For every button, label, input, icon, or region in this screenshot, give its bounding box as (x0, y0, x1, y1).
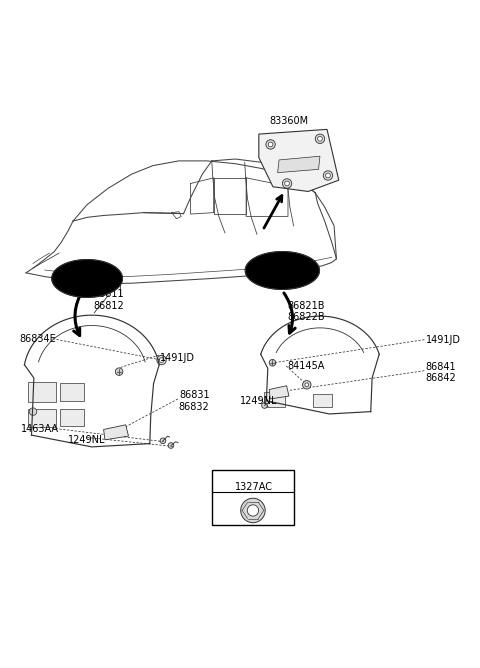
Text: 1249NL: 1249NL (68, 435, 106, 445)
Bar (212, 470, 294, 524)
Circle shape (159, 358, 164, 363)
Text: 1491JD: 1491JD (426, 335, 461, 345)
Text: 86834E: 86834E (19, 334, 56, 344)
Text: 86811
86812: 86811 86812 (93, 289, 124, 311)
Bar (60, 383, 84, 401)
Bar (60, 409, 84, 426)
Circle shape (160, 438, 166, 444)
Circle shape (262, 403, 267, 408)
Circle shape (29, 408, 37, 415)
Polygon shape (104, 425, 129, 440)
Circle shape (325, 173, 330, 178)
Text: 83360M: 83360M (270, 116, 309, 126)
Circle shape (318, 136, 323, 141)
Circle shape (115, 368, 123, 375)
Text: 1327AC: 1327AC (235, 482, 273, 492)
Circle shape (269, 359, 276, 366)
Circle shape (268, 142, 273, 147)
Circle shape (266, 140, 275, 149)
Polygon shape (277, 156, 320, 172)
Bar (313, 393, 332, 407)
Circle shape (305, 383, 309, 387)
Circle shape (302, 381, 311, 389)
Polygon shape (269, 385, 289, 399)
Text: 86841
86842: 86841 86842 (426, 362, 456, 383)
Text: 1249NL: 1249NL (240, 396, 277, 405)
Polygon shape (245, 252, 319, 289)
Text: 86821B
86822B: 86821B 86822B (287, 301, 324, 322)
Polygon shape (259, 130, 339, 192)
Circle shape (240, 498, 265, 522)
Circle shape (247, 505, 259, 516)
Circle shape (315, 134, 324, 144)
Text: 84145A: 84145A (287, 361, 324, 371)
Circle shape (285, 181, 289, 186)
Polygon shape (52, 260, 122, 297)
Circle shape (323, 171, 333, 180)
Text: 86831
86832: 86831 86832 (179, 390, 210, 411)
Bar (28, 383, 56, 402)
Circle shape (282, 179, 292, 188)
Text: 1463AA: 1463AA (21, 424, 59, 434)
Circle shape (157, 355, 166, 365)
Text: 1491JD: 1491JD (160, 353, 195, 363)
Circle shape (168, 443, 174, 448)
Bar (264, 392, 285, 407)
Bar (28, 409, 56, 427)
